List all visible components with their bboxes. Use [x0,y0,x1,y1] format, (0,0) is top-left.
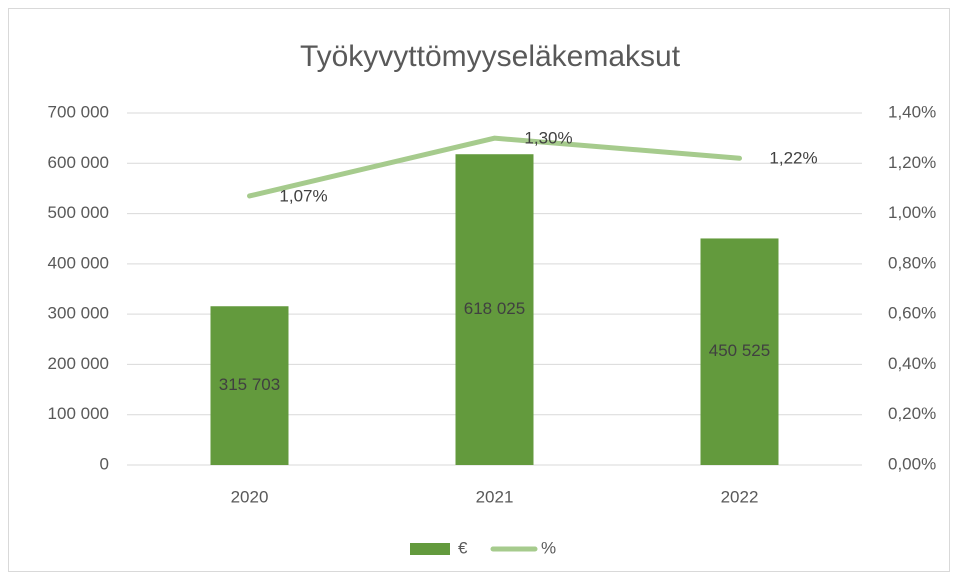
line [247,135,742,199]
y-tick-label: 200 000 [48,354,109,373]
y-tick-label: 300 000 [48,304,109,323]
y-tick-label: 400 000 [48,253,109,272]
legend-label: % [541,538,556,557]
line-value-label: 1,22% [769,149,817,168]
x-tick-label: 2022 [721,487,759,506]
y-tick-label: 100 000 [48,404,109,423]
bar [455,154,534,465]
y-tick-label: 500 000 [48,203,109,222]
y2-tick-label: 1,00% [888,203,936,222]
x-tick-label: 2020 [231,487,269,506]
legend-swatch [410,543,450,555]
bar-value-label: 315 703 [219,375,280,394]
y2-tick-label: 0,60% [888,304,936,323]
y-tick-label: 700 000 [48,102,109,121]
y2-tick-label: 0,80% [888,253,936,272]
y2-tick-label: 0,40% [888,354,936,373]
y2-tick-label: 0,00% [888,454,936,473]
line-value-label: 1,07% [279,186,327,205]
legend-label: € [458,538,468,557]
y-tick-label: 0 [100,454,109,473]
bar [210,306,289,465]
chart-title: Työkyvyttömyyseläkemaksut [300,40,681,73]
bar-value-label: 618 025 [464,299,525,318]
bar-value-label: 450 525 [709,341,770,360]
y2-tick-label: 0,20% [888,404,936,423]
y-tick-label: 600 000 [48,153,109,172]
line-value-label: 1,30% [524,129,572,148]
y2-tick-label: 1,40% [888,102,936,121]
y2-tick-label: 1,20% [888,153,936,172]
x-tick-label: 2021 [476,487,514,506]
bar [700,238,779,465]
